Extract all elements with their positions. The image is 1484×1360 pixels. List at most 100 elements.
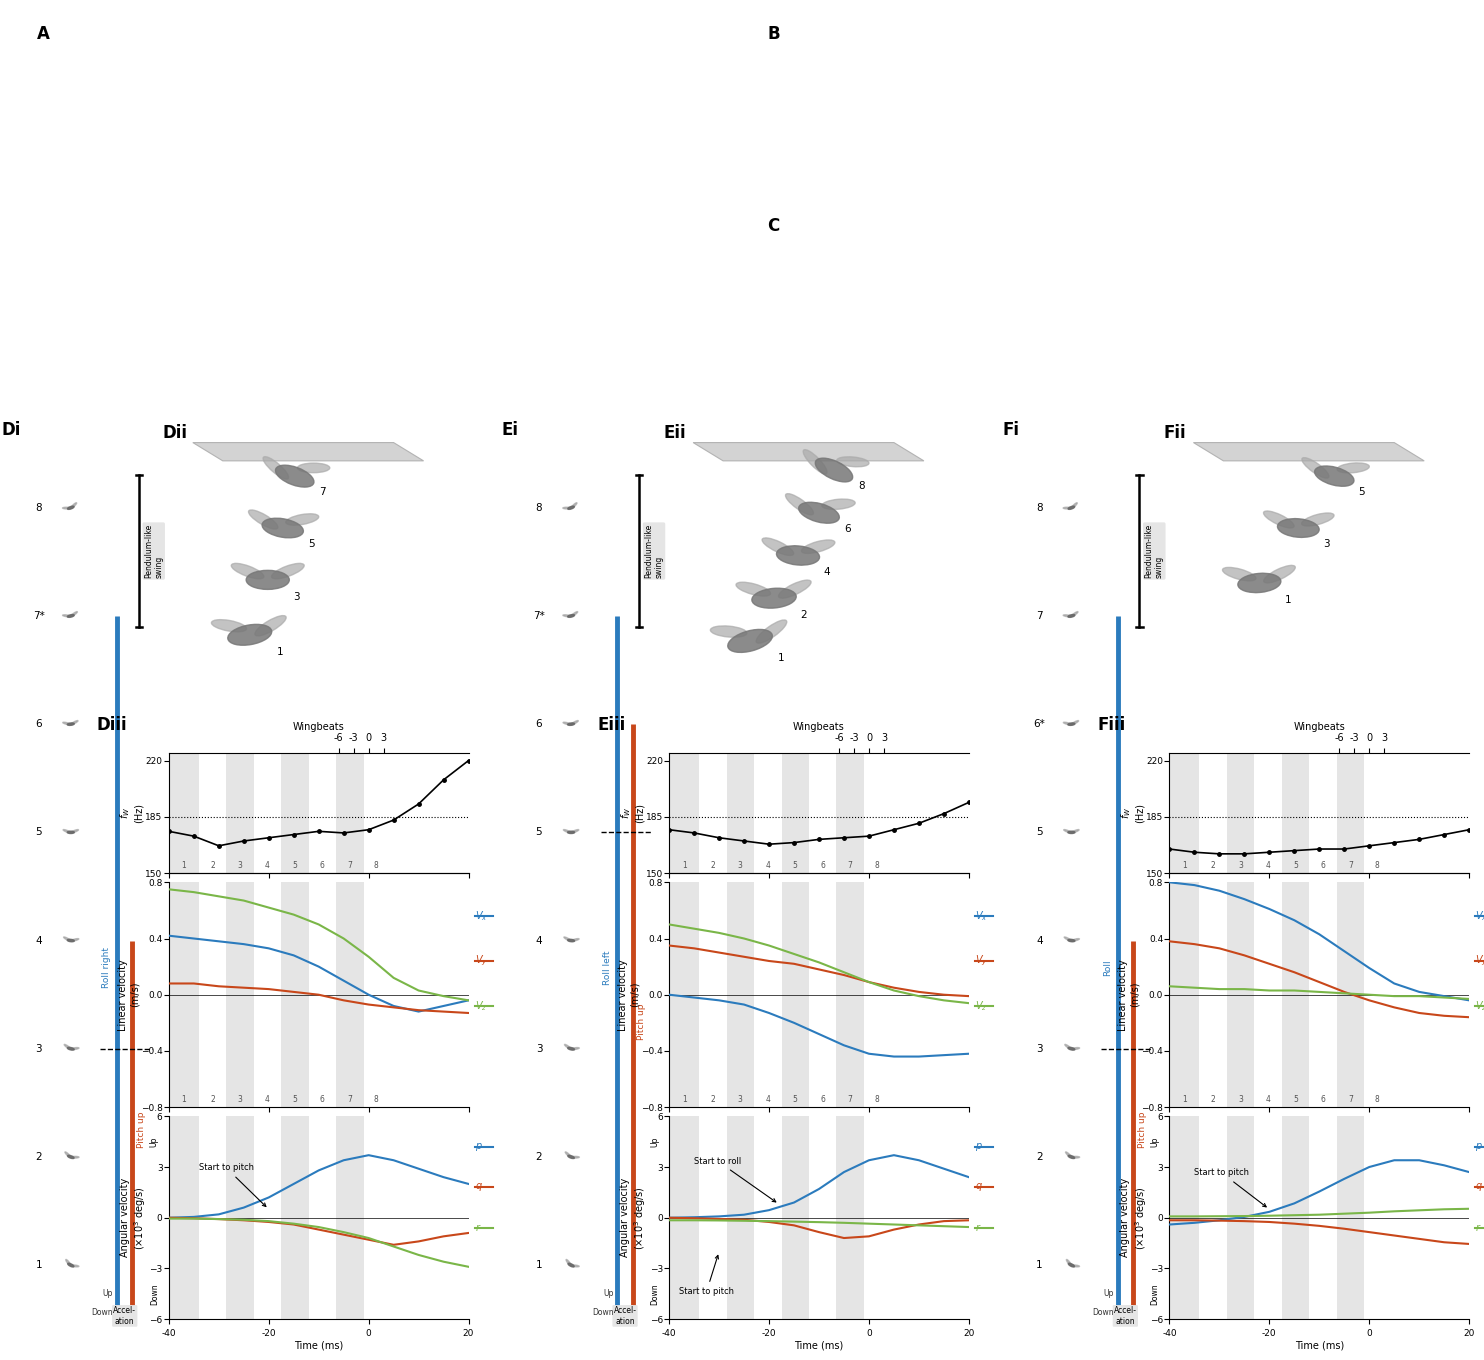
Text: A: A: [37, 24, 49, 44]
Text: 7: 7: [1347, 1095, 1353, 1104]
Ellipse shape: [272, 563, 304, 579]
Text: 8: 8: [374, 861, 378, 870]
Text: 3: 3: [1238, 861, 1244, 870]
Text: 5: 5: [292, 861, 297, 870]
Ellipse shape: [1264, 566, 1296, 583]
Ellipse shape: [1063, 615, 1071, 617]
Text: 1: 1: [1183, 1095, 1187, 1104]
Ellipse shape: [798, 502, 840, 524]
Ellipse shape: [65, 1259, 71, 1265]
Ellipse shape: [1064, 722, 1071, 725]
Ellipse shape: [1301, 513, 1334, 526]
Ellipse shape: [1071, 503, 1077, 509]
Y-axis label: Angular velocity
($\times 10^3$ deg/s): Angular velocity ($\times 10^3$ deg/s): [120, 1178, 148, 1258]
Bar: [837, 1117, 864, 1319]
Ellipse shape: [815, 458, 853, 481]
Text: 2: 2: [211, 1095, 215, 1104]
Ellipse shape: [1071, 1047, 1079, 1050]
Text: Up: Up: [1150, 1137, 1159, 1146]
Y-axis label: Linear velocity
(m/s): Linear velocity (m/s): [617, 959, 640, 1031]
Ellipse shape: [1068, 831, 1074, 834]
Bar: [782, 883, 809, 1107]
Ellipse shape: [711, 626, 746, 638]
Text: 7: 7: [1036, 611, 1043, 622]
Bar: [727, 1117, 754, 1319]
Bar: [782, 752, 809, 873]
Text: 6: 6: [1321, 1095, 1325, 1104]
Text: 6: 6: [36, 719, 42, 729]
Text: 5: 5: [792, 1095, 798, 1104]
Text: 1: 1: [36, 1261, 42, 1270]
Ellipse shape: [71, 1047, 79, 1050]
Text: Eiii: Eiii: [597, 717, 625, 734]
Ellipse shape: [567, 940, 574, 941]
Ellipse shape: [568, 1047, 574, 1050]
Text: 5: 5: [292, 1095, 297, 1104]
Ellipse shape: [211, 620, 246, 632]
Text: 7: 7: [347, 861, 352, 870]
Text: Start to pitch: Start to pitch: [680, 1255, 735, 1296]
Ellipse shape: [297, 464, 329, 473]
Text: Fiii: Fiii: [1098, 717, 1126, 734]
Ellipse shape: [1068, 1047, 1074, 1050]
Text: 6: 6: [844, 524, 850, 534]
Text: Down: Down: [1092, 1308, 1114, 1316]
X-axis label: Time (ms): Time (ms): [294, 1341, 343, 1350]
Text: 2: 2: [711, 1095, 715, 1104]
Ellipse shape: [64, 1044, 71, 1049]
Ellipse shape: [752, 589, 797, 608]
Text: 6: 6: [321, 1095, 325, 1104]
Y-axis label: Linear velocity
(m/s): Linear velocity (m/s): [1119, 959, 1140, 1031]
Text: Pendulum-like
swing: Pendulum-like swing: [144, 524, 163, 578]
Ellipse shape: [67, 940, 74, 941]
Text: 6: 6: [1321, 861, 1325, 870]
Text: 4: 4: [766, 1095, 770, 1104]
Ellipse shape: [1063, 507, 1071, 509]
Text: 8: 8: [1036, 503, 1043, 513]
Bar: [337, 752, 364, 873]
Bar: [1227, 1117, 1254, 1319]
Bar: [1337, 883, 1364, 1107]
Text: 2: 2: [536, 1152, 542, 1161]
Text: $q$: $q$: [475, 1182, 482, 1193]
Ellipse shape: [71, 503, 77, 509]
Text: Accel-
ation: Accel- ation: [613, 1306, 637, 1326]
Bar: [226, 1117, 254, 1319]
Text: 3: 3: [1324, 540, 1330, 549]
Bar: [282, 883, 309, 1107]
Ellipse shape: [571, 1265, 579, 1268]
Ellipse shape: [246, 570, 289, 589]
Y-axis label: Linear velocity
(m/s): Linear velocity (m/s): [117, 959, 139, 1031]
Text: $V_z$: $V_z$: [975, 1000, 987, 1013]
Text: 2: 2: [1211, 861, 1215, 870]
Text: 3: 3: [738, 1095, 743, 1104]
Text: 4: 4: [36, 936, 42, 945]
Ellipse shape: [565, 1259, 571, 1265]
Text: 2: 2: [711, 861, 715, 870]
Text: 5: 5: [1036, 827, 1043, 838]
Bar: [1169, 752, 1199, 873]
X-axis label: Wingbeats: Wingbeats: [792, 722, 844, 732]
Bar: [837, 883, 864, 1107]
Ellipse shape: [803, 450, 827, 473]
Ellipse shape: [571, 938, 579, 941]
Ellipse shape: [571, 830, 579, 832]
Text: Up: Up: [102, 1288, 113, 1297]
Text: Down: Down: [1150, 1282, 1159, 1304]
Bar: [782, 1117, 809, 1319]
Ellipse shape: [1071, 612, 1077, 616]
Ellipse shape: [1278, 518, 1319, 537]
Text: 4: 4: [536, 936, 542, 945]
Text: 1: 1: [1183, 861, 1187, 870]
Text: 2: 2: [1036, 1152, 1043, 1161]
Ellipse shape: [1263, 511, 1294, 528]
Bar: [169, 883, 199, 1107]
Bar: [669, 752, 699, 873]
Bar: [282, 1117, 309, 1319]
Text: 6: 6: [536, 719, 542, 729]
Text: $V_y$: $V_y$: [475, 953, 487, 968]
Text: Start to roll: Start to roll: [695, 1156, 776, 1202]
Ellipse shape: [822, 499, 855, 510]
Ellipse shape: [779, 581, 812, 598]
Text: 8: 8: [536, 503, 542, 513]
